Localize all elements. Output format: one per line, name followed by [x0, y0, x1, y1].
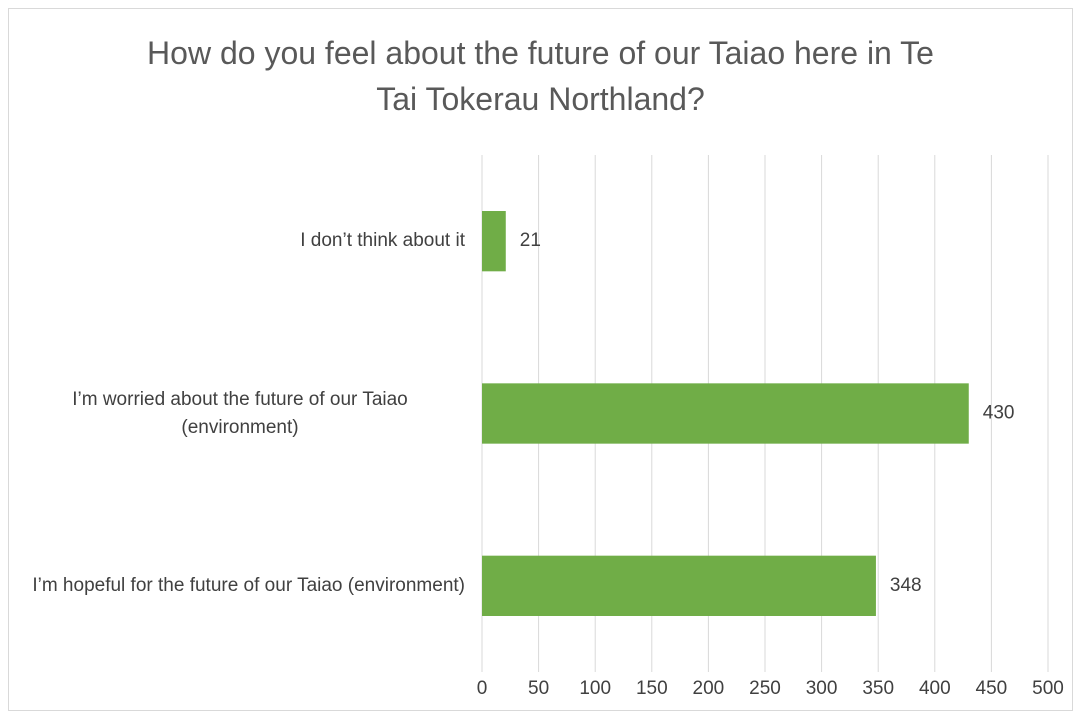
- data-label: 348: [890, 575, 922, 596]
- x-tick-label: 250: [749, 678, 781, 699]
- bar: [482, 211, 506, 272]
- y-tick-label: I’m worried about the future of our Taia…: [72, 388, 408, 438]
- x-tick-label: 300: [806, 678, 838, 699]
- x-tick-label: 400: [919, 678, 951, 699]
- chart-border: [8, 8, 1073, 711]
- y-tick-label: I’m hopeful for the future of our Taiao …: [32, 574, 465, 596]
- x-tick-label: 100: [579, 678, 611, 699]
- title-box: How do you feel about the future of our …: [0, 30, 1081, 122]
- data-label: 21: [520, 230, 541, 251]
- x-tick-label: 500: [1032, 678, 1064, 699]
- y-tick-label: I don’t think about it: [300, 230, 465, 252]
- x-tick-label: 450: [976, 678, 1008, 699]
- chart-title: How do you feel about the future of our …: [147, 35, 934, 117]
- x-tick-label: 50: [528, 678, 549, 699]
- bar: [482, 383, 969, 444]
- x-tick-label: 350: [862, 678, 894, 699]
- x-tick-label: 200: [693, 678, 725, 699]
- data-label: 430: [983, 403, 1015, 424]
- bar: [482, 555, 876, 616]
- x-tick-label: 0: [477, 678, 488, 699]
- x-tick-label: 150: [636, 678, 668, 699]
